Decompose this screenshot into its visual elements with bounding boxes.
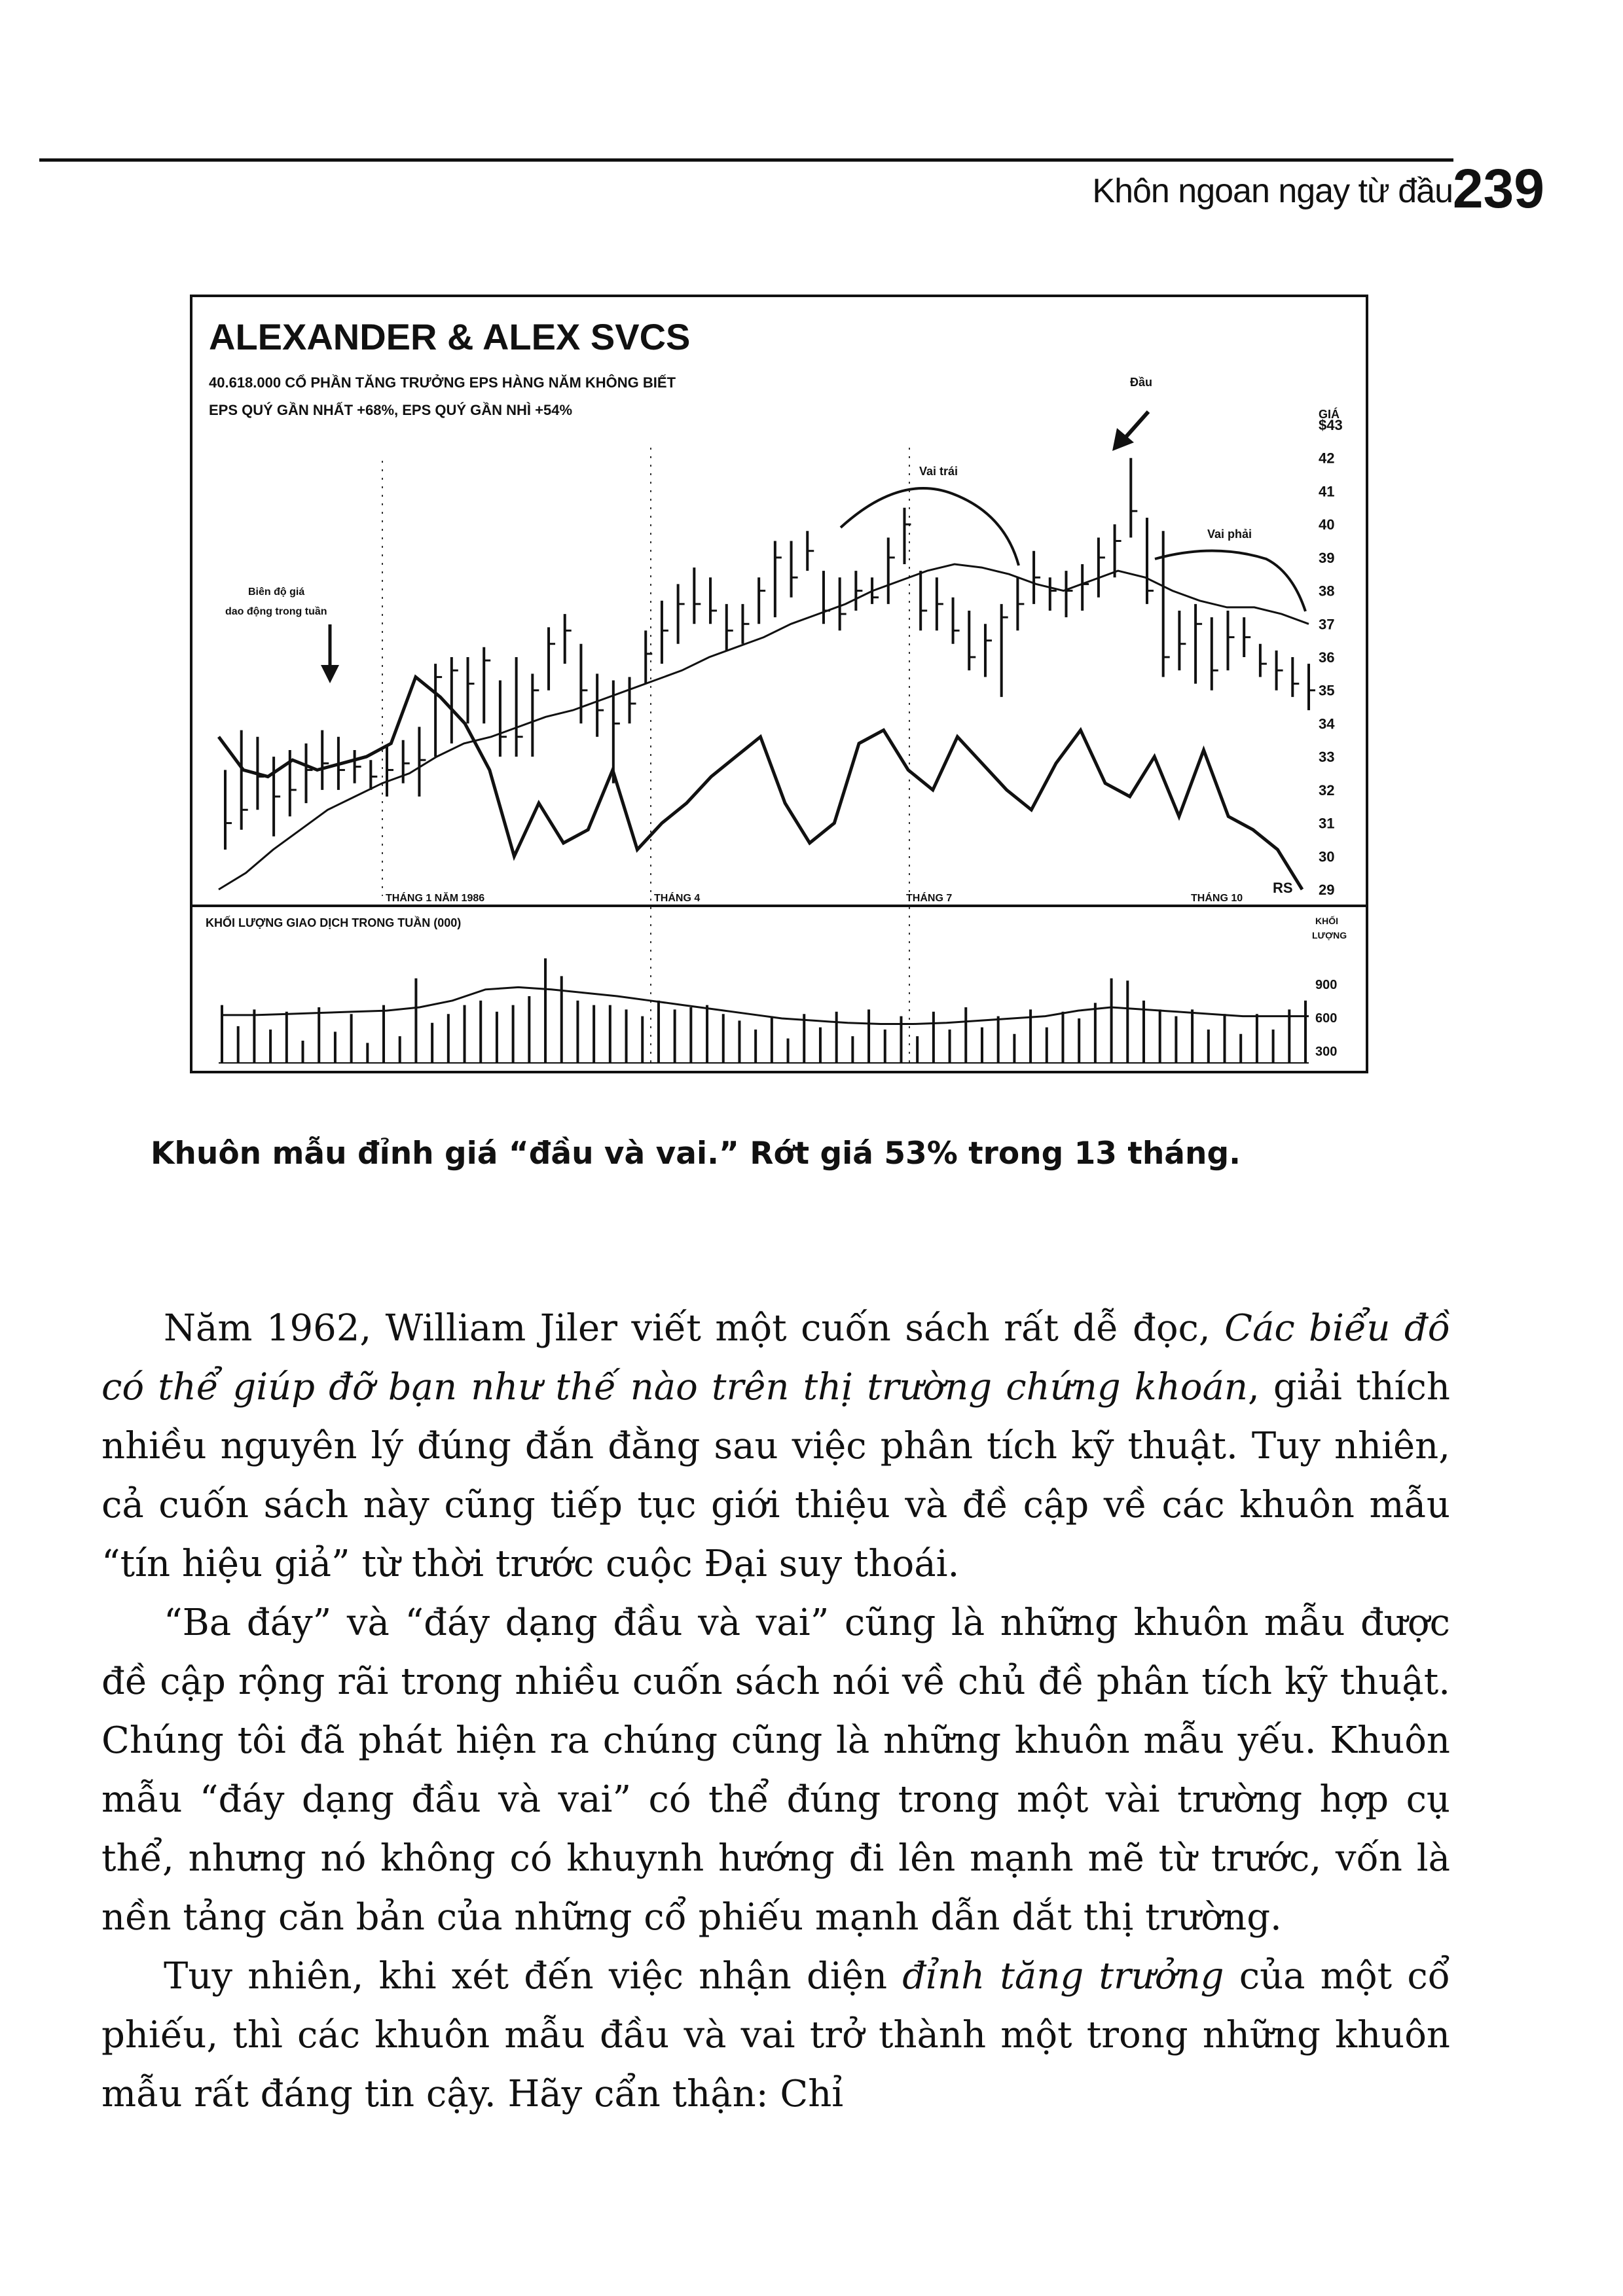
p1-text-b: , giải thích nhiều nguyên lý đúng đắn đằ… [101, 1366, 1450, 1585]
running-head: Khôn ngoan ngay từ đầu [1092, 172, 1453, 210]
rs-label: RS [1273, 880, 1293, 896]
volume-axis-label-2: LƯỢNG [1312, 930, 1347, 941]
price-tick-label: $43 [1319, 417, 1343, 433]
price-bars [224, 457, 1315, 850]
p1-book-title: Các biểu đồ có thể giúp đỡ bạn như thế n… [101, 1307, 1450, 1408]
price-axis-ticks: $43 42 41 40 39 38 37 36 35 34 33 32 31 30 29 [1319, 417, 1343, 898]
price-tick-label: 31 [1319, 816, 1334, 832]
price-tick-label: 39 [1319, 550, 1334, 566]
price-axis-label: GIÁ [1319, 407, 1340, 421]
stock-chart: ALEXANDER & ALEX SVCS 40.618.000 CỔ PHẦN… [190, 295, 1368, 1073]
p1-text-a: Năm 1962, William Jiler viết một cuốn sá… [164, 1307, 1225, 1350]
volume-average-line [222, 986, 1309, 1025]
header-rule [39, 158, 1453, 162]
x-tick-jul: THÁNG 7 [906, 891, 952, 904]
volume-tick-label: 900 [1315, 978, 1337, 992]
price-tick-label: 30 [1319, 848, 1334, 865]
price-tick-label: 36 [1319, 649, 1334, 666]
weekly-range-arrow-tip [321, 665, 339, 683]
left-shoulder-arc [839, 486, 1020, 566]
price-tick-label: 38 [1319, 583, 1334, 600]
rs-line [217, 674, 1304, 891]
p3-text-a: Tuy nhiên, khi xét đến việc nhận diện [164, 1955, 903, 1998]
annotation-left-shoulder: Vai trái [919, 465, 958, 478]
volume-tick-label: 600 [1315, 1011, 1337, 1026]
paragraph-2: “Ba đáy” và “đáy dạng đầu và vai” cũng l… [101, 1602, 1450, 1939]
p3-italic-term: đỉnh tăng trưởng [902, 1955, 1224, 1998]
price-tick-label: 42 [1319, 450, 1334, 467]
moving-average-line [218, 563, 1309, 891]
volume-axis-label-1: KHỐI [1315, 915, 1338, 926]
price-tick-label: 40 [1319, 516, 1334, 533]
price-tick-label: 41 [1319, 483, 1334, 499]
x-tick-apr: THÁNG 4 [654, 891, 700, 904]
p3-text-b: của một cổ phiếu, thì các khuôn mẫu đầu … [101, 1955, 1451, 2115]
annotation-right-shoulder: Vai phải [1207, 528, 1252, 541]
volume-tick-label: 300 [1315, 1045, 1337, 1059]
chart-canvas: ALEXANDER & ALEX SVCS 40.618.000 CỔ PHẦN… [192, 316, 1366, 1064]
volume-title: KHỐI LƯỢNG GIAO DỊCH TRONG TUẦN (000) [206, 916, 461, 929]
annotation-weekly-range-2: dao động trong tuần [225, 606, 327, 617]
x-tick-jan: THÁNG 1 NĂM 1986 [386, 891, 484, 904]
paragraph-3: Tuy nhiên, khi xét đến việc nhận diện đỉ… [101, 1947, 1450, 2124]
annotation-weekly-range-1: Biên độ giá [248, 586, 304, 598]
price-tick-label: 33 [1319, 749, 1334, 765]
chart-info-line-1: 40.618.000 CỔ PHẦN TĂNG TRƯỞNG EPS HÀNG … [209, 374, 676, 391]
chart-title: ALEXANDER & ALEX SVCS [209, 316, 690, 357]
figure-caption: Khuôn mẫu đỉnh giá “đầu và vai.” Rớt giá… [151, 1136, 1241, 1172]
price-tick-label: 29 [1319, 882, 1334, 898]
body-text: Năm 1962, William Jiler viết một cuốn sá… [101, 1299, 1450, 2124]
annotation-head: Đầu [1130, 376, 1152, 389]
right-shoulder-arc [1154, 549, 1307, 612]
price-tick-label: 37 [1319, 616, 1334, 632]
price-tick-label: 34 [1319, 715, 1335, 732]
paragraph-1: Năm 1962, William Jiler viết một cuốn sá… [101, 1299, 1450, 1594]
chart-info-line-2: EPS QUÝ GẦN NHẤT +68%, EPS QUÝ GẦN NHÌ +… [209, 402, 572, 418]
price-tick-label: 32 [1319, 782, 1334, 798]
price-tick-label: 35 [1319, 683, 1334, 699]
volume-bars [219, 958, 1309, 1064]
x-tick-oct: THÁNG 10 [1191, 891, 1243, 904]
page-number: 239 [1452, 158, 1544, 219]
head-arrow-tip [1112, 428, 1134, 451]
volume-axis-ticks: 900 600 300 [1315, 978, 1337, 1059]
